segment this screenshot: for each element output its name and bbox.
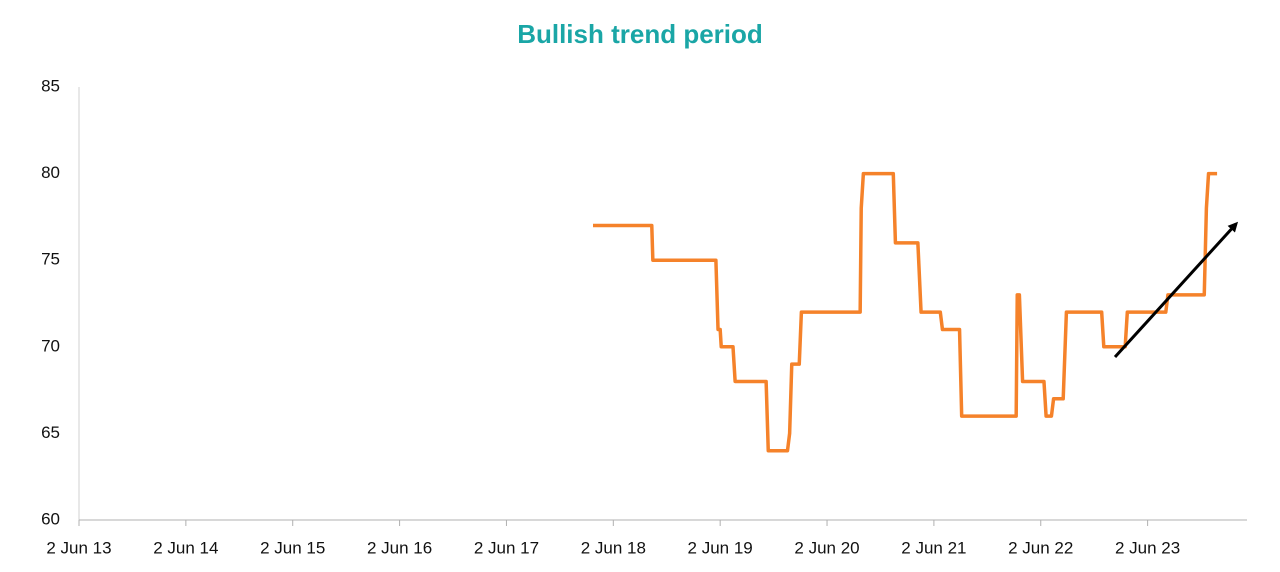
y-tick-label: 70 bbox=[41, 336, 60, 355]
x-tick-label: 2 Jun 16 bbox=[367, 538, 432, 557]
x-tick-label: 2 Jun 23 bbox=[1115, 538, 1180, 557]
y-tick-label: 65 bbox=[41, 423, 60, 442]
line-series bbox=[593, 171, 1218, 453]
x-tick-label: 2 Jun 14 bbox=[153, 538, 218, 557]
x-tick-label: 2 Jun 15 bbox=[260, 538, 325, 557]
x-tick-label: 2 Jun 21 bbox=[901, 538, 966, 557]
x-tick-label: 2 Jun 20 bbox=[794, 538, 859, 557]
y-tick-label: 75 bbox=[41, 250, 60, 269]
chart-title: Bullish trend period bbox=[517, 19, 763, 49]
y-tick-label: 85 bbox=[41, 76, 60, 95]
plot: 60 65 70 75 80 85 2 Jun 13 2 Jun 14 2 Jun 15 2 Ju… bbox=[41, 76, 1218, 557]
x-tick-label: 2 Jun 18 bbox=[581, 538, 646, 557]
x-tick-label: 2 Jun 19 bbox=[688, 538, 753, 557]
y-tick-label: 80 bbox=[41, 163, 60, 182]
x-tick-label: 2 Jun 13 bbox=[46, 538, 111, 557]
x-tick-label: 2 Jun 22 bbox=[1008, 538, 1073, 557]
y-tick-label: 60 bbox=[41, 509, 60, 528]
trend-arrow bbox=[1113, 221, 1239, 359]
x-tick-label: 2 Jun 17 bbox=[474, 538, 539, 557]
